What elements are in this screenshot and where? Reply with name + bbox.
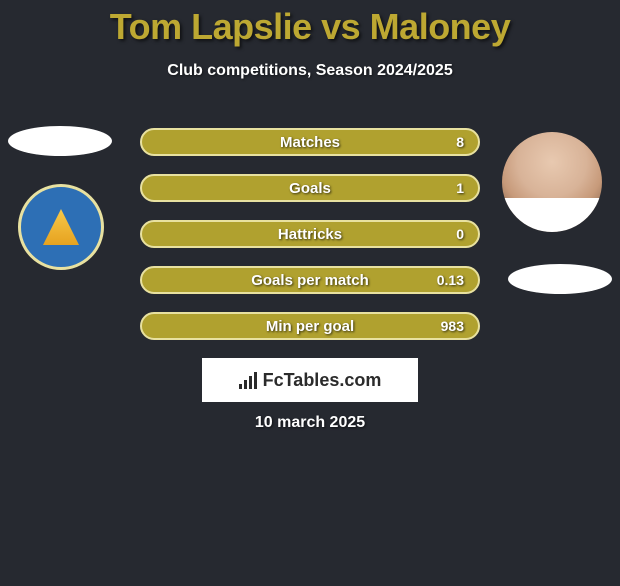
stat-bar: Goals 1 [140, 174, 480, 202]
stat-label: Goals [289, 180, 331, 197]
stat-label: Min per goal [266, 318, 354, 335]
stat-bar: Min per goal 983 [140, 312, 480, 340]
stat-label: Hattricks [278, 226, 342, 243]
stat-value-right: 0.13 [437, 272, 464, 288]
stat-value-right: 983 [441, 318, 464, 334]
stat-bar: Hattricks 0 [140, 220, 480, 248]
stat-label: Goals per match [251, 272, 369, 289]
player-right-placeholder-oval [508, 264, 612, 294]
page-subtitle: Club competitions, Season 2024/2025 [0, 62, 620, 80]
stats-container: Matches 8 Goals 1 Hattricks 0 Goals per match 0… [140, 128, 480, 358]
stat-value-right: 1 [456, 180, 464, 196]
stat-bar: Goals per match 0.13 [140, 266, 480, 294]
page-title: Tom Lapslie vs Maloney [0, 6, 620, 48]
stat-value-right: 8 [456, 134, 464, 150]
stat-label: Matches [280, 134, 340, 151]
bars-icon [239, 371, 257, 389]
player-left-placeholder-oval [8, 126, 112, 156]
club-badge-left [18, 184, 104, 270]
branding-box: FcTables.com [202, 358, 418, 402]
branding-text: FcTables.com [263, 370, 382, 391]
date-text: 10 march 2025 [0, 414, 620, 432]
stat-bar: Matches 8 [140, 128, 480, 156]
player-photo-right [502, 132, 602, 232]
stat-value-right: 0 [456, 226, 464, 242]
